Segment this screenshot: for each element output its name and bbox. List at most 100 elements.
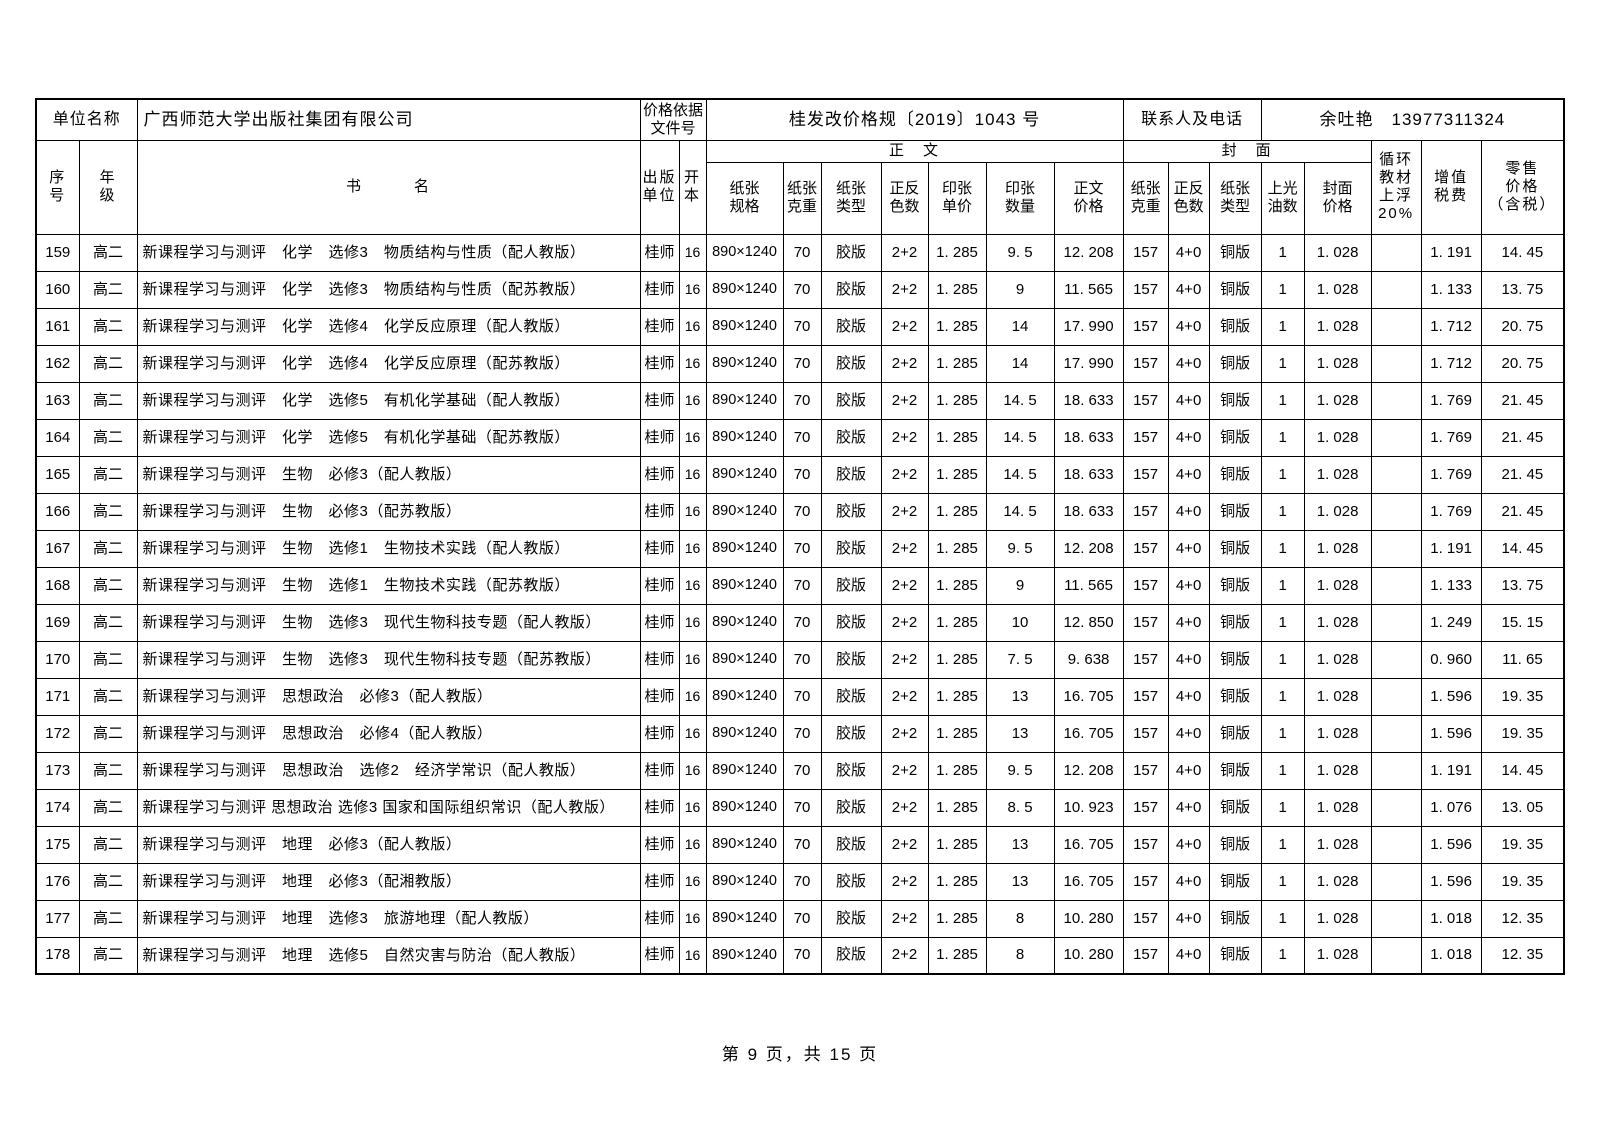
cell-format: 16 — [678, 418, 707, 457]
col-header-retail: 零售 价格 （含税） — [1480, 139, 1565, 235]
cell-recycle — [1370, 307, 1422, 346]
cell-varnish: 1 — [1260, 751, 1305, 790]
cell-grade: 高二 — [78, 677, 138, 716]
cell-cover-type: 铜版 — [1208, 270, 1262, 309]
cell-vat: 1. 191 — [1420, 233, 1482, 272]
cell-varnish: 1 — [1260, 862, 1305, 901]
cell-format: 16 — [678, 566, 707, 605]
cell-seq: 172 — [35, 714, 80, 753]
cell-colors: 2+2 — [880, 566, 929, 605]
cell-grade: 高二 — [78, 603, 138, 642]
cell-publisher: 桂师 — [639, 344, 680, 383]
cell-retail: 19. 35 — [1480, 862, 1565, 901]
cell-cover-type: 铜版 — [1208, 566, 1262, 605]
cell-seq: 169 — [35, 603, 80, 642]
col-header-cover-price: 封面 价格 — [1303, 161, 1372, 235]
cell-sheet-unit-price: 1. 285 — [927, 788, 987, 827]
cell-publisher: 桂师 — [639, 381, 680, 420]
cell-title: 新课程学习与测评 地理 必修3（配人教版） — [136, 825, 641, 864]
cell-retail: 21. 45 — [1480, 418, 1565, 457]
cell-recycle — [1370, 714, 1422, 753]
cell-text-price: 9. 638 — [1053, 640, 1124, 679]
table-row: 171 高二 新课程学习与测评 思想政治 必修3（配人教版） 桂师 16 890×1240… — [35, 677, 1565, 716]
cell-grade: 高二 — [78, 270, 138, 309]
cell-retail: 21. 45 — [1480, 381, 1565, 420]
cell-grade: 高二 — [78, 862, 138, 901]
cell-paper-weight: 70 — [782, 899, 822, 938]
cell-vat: 1. 133 — [1420, 566, 1482, 605]
cell-paper-weight: 70 — [782, 381, 822, 420]
cell-format: 16 — [678, 344, 707, 383]
cell-cover-weight: 157 — [1122, 788, 1169, 827]
cell-paper-spec: 890×1240 — [705, 529, 784, 568]
cell-vat: 1. 596 — [1420, 714, 1482, 753]
cell-sheet-unit-price: 1. 285 — [927, 825, 987, 864]
cell-paper-weight: 70 — [782, 936, 822, 975]
cell-text-price: 18. 633 — [1053, 455, 1124, 494]
cell-retail: 14. 45 — [1480, 529, 1565, 568]
cell-paper-type: 胶版 — [820, 529, 882, 568]
cell-seq: 160 — [35, 270, 80, 309]
cell-recycle — [1370, 233, 1422, 272]
cell-paper-weight: 70 — [782, 529, 822, 568]
cell-grade: 高二 — [78, 788, 138, 827]
cell-paper-spec: 890×1240 — [705, 566, 784, 605]
cell-title: 新课程学习与测评 思想政治 必修4（配人教版） — [136, 714, 641, 753]
cell-recycle — [1370, 788, 1422, 827]
cell-format: 16 — [678, 936, 707, 975]
cell-format: 16 — [678, 640, 707, 679]
cell-vat: 1. 596 — [1420, 862, 1482, 901]
cell-cover-weight: 157 — [1122, 233, 1169, 272]
cell-recycle — [1370, 899, 1422, 938]
cell-colors: 2+2 — [880, 270, 929, 309]
cell-retail: 13. 75 — [1480, 270, 1565, 309]
cell-title: 新课程学习与测评 地理 选修3 旅游地理（配人教版） — [136, 899, 641, 938]
cell-recycle — [1370, 270, 1422, 309]
table-row: 175 高二 新课程学习与测评 地理 必修3（配人教版） 桂师 16 890×1240 70… — [35, 825, 1565, 864]
cell-cover-type: 铜版 — [1208, 936, 1262, 975]
cell-grade: 高二 — [78, 307, 138, 346]
table-row: 172 高二 新课程学习与测评 思想政治 必修4（配人教版） 桂师 16 890×1240… — [35, 714, 1565, 753]
cell-varnish: 1 — [1260, 529, 1305, 568]
cell-sheet-count: 14. 5 — [985, 492, 1055, 531]
col-header-cover-weight: 纸张 克重 — [1122, 161, 1169, 235]
cell-varnish: 1 — [1260, 936, 1305, 975]
cell-text-price: 12. 850 — [1053, 603, 1124, 642]
cell-paper-type: 胶版 — [820, 418, 882, 457]
cell-paper-type: 胶版 — [820, 677, 882, 716]
cell-publisher: 桂师 — [639, 233, 680, 272]
cell-cover-price: 1. 028 — [1303, 677, 1372, 716]
col-header-cover-type: 纸张 类型 — [1208, 161, 1262, 235]
cell-cover-weight: 157 — [1122, 751, 1169, 790]
cell-publisher: 桂师 — [639, 455, 680, 494]
cell-retail: 12. 35 — [1480, 899, 1565, 938]
cell-cover-price: 1. 028 — [1303, 529, 1372, 568]
cell-cover-type: 铜版 — [1208, 862, 1262, 901]
table-row: 163 高二 新课程学习与测评 化学 选修5 有机化学基础（配人教版） 桂师 16 890… — [35, 381, 1565, 420]
cell-paper-weight: 70 — [782, 344, 822, 383]
cell-format: 16 — [678, 381, 707, 420]
cell-cover-weight: 157 — [1122, 529, 1169, 568]
cell-retail: 19. 35 — [1480, 825, 1565, 864]
cell-sheet-count: 8 — [985, 899, 1055, 938]
col-header-title: 书 名 — [136, 139, 641, 235]
cell-paper-type: 胶版 — [820, 455, 882, 494]
cell-cover-weight: 157 — [1122, 270, 1169, 309]
cell-recycle — [1370, 677, 1422, 716]
cell-colors: 2+2 — [880, 418, 929, 457]
cell-seq: 159 — [35, 233, 80, 272]
cell-cover-price: 1. 028 — [1303, 899, 1372, 938]
cell-cover-type: 铜版 — [1208, 233, 1262, 272]
cell-cover-colors: 4+0 — [1167, 492, 1210, 531]
cell-grade: 高二 — [78, 825, 138, 864]
cell-recycle — [1370, 344, 1422, 383]
cell-paper-type: 胶版 — [820, 344, 882, 383]
group-header-row: 序 号 年 级 书 名 出版 单位 开 本 正 文 封 面 循环 教材 上浮 2… — [35, 139, 1565, 235]
cell-sheet-count: 9. 5 — [985, 529, 1055, 568]
cell-format: 16 — [678, 899, 707, 938]
cell-cover-weight: 157 — [1122, 714, 1169, 753]
table-row: 173 高二 新课程学习与测评 思想政治 选修2 经济学常识（配人教版） 桂师 16 89… — [35, 751, 1565, 790]
cell-cover-price: 1. 028 — [1303, 344, 1372, 383]
cell-cover-type: 铜版 — [1208, 603, 1262, 642]
cell-paper-spec: 890×1240 — [705, 344, 784, 383]
